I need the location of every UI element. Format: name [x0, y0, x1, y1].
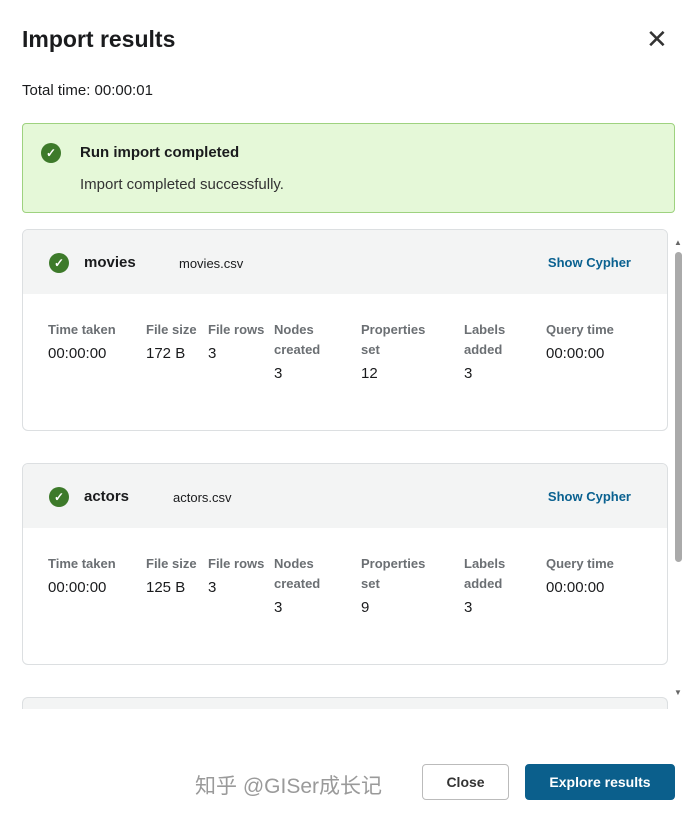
stat-nodes: Nodes created 3 — [274, 320, 344, 386]
check-circle-icon: ✓ — [49, 253, 69, 273]
scroll-up-icon[interactable]: ▲ — [674, 238, 682, 247]
stat-label: Time taken — [48, 556, 116, 571]
card-file: actors.csv — [173, 490, 232, 505]
stat-label: Query time — [546, 322, 614, 337]
total-time: Total time: 00:00:01 — [22, 82, 153, 99]
stat-value: 3 — [208, 345, 217, 362]
alert-heading: Run import completed — [80, 144, 240, 161]
stat-labels: Labels added 3 — [464, 320, 534, 386]
stat-label: File size — [146, 322, 197, 337]
check-circle-icon: ✓ — [49, 487, 69, 507]
stat-label: File rows — [208, 556, 265, 571]
stat-label: File size — [146, 556, 197, 571]
result-card — [22, 697, 668, 709]
stat-rows: File rows 3 — [208, 554, 278, 600]
stat-nodes: Nodes created 3 — [274, 554, 344, 620]
stat-value: 3 — [208, 579, 217, 596]
stat-label: Time taken — [48, 322, 116, 337]
card-file: movies.csv — [179, 256, 244, 271]
check-circle-icon: ✓ — [41, 143, 61, 163]
card-header: ✓ movies movies.csv Show Cypher — [23, 230, 667, 294]
stat-value: 00:00:00 — [48, 579, 107, 596]
card-header: ✓ actors actors.csv Show Cypher — [23, 464, 667, 528]
stat-props: Properties set 9 — [361, 554, 431, 620]
stat-size: File size 172 B — [146, 320, 216, 366]
stat-value: 3 — [274, 365, 283, 382]
stat-rows: File rows 3 — [208, 320, 278, 366]
results-list[interactable]: ✓ movies movies.csv Show Cypher Time tak… — [22, 229, 668, 709]
scrollbar-thumb[interactable] — [675, 252, 682, 562]
stat-time: Time taken 00:00:00 — [48, 554, 128, 600]
stat-size: File size 125 B — [146, 554, 216, 600]
stat-value: 3 — [464, 599, 473, 616]
alert-message: Import completed successfully. — [80, 176, 284, 193]
stat-label: Properties set — [361, 322, 426, 357]
stat-time: Time taken 00:00:00 — [48, 320, 128, 366]
scrollbar[interactable]: ▲ ▼ — [674, 238, 682, 698]
dialog-title: Import results — [22, 26, 176, 52]
stat-value: 125 B — [146, 579, 186, 596]
explore-results-button[interactable]: Explore results — [525, 764, 675, 800]
close-icon[interactable]: ✕ — [646, 24, 668, 54]
stat-label: File rows — [208, 322, 265, 337]
show-cypher-link[interactable]: Show Cypher — [547, 255, 631, 270]
stat-value: 00:00:00 — [546, 579, 605, 596]
close-button[interactable]: Close — [422, 764, 509, 800]
show-cypher-link[interactable]: Show Cypher — [547, 489, 631, 504]
stat-value: 00:00:00 — [48, 345, 107, 362]
result-card: ✓ actors actors.csv Show Cypher Time tak… — [22, 463, 668, 665]
scroll-down-icon[interactable]: ▼ — [674, 688, 682, 697]
card-name: actors — [84, 488, 130, 505]
card-name: movies — [84, 254, 136, 271]
stat-value: 9 — [361, 599, 370, 616]
stat-props: Properties set 12 — [361, 320, 431, 386]
stat-label: Labels added — [464, 556, 506, 591]
result-card: ✓ movies movies.csv Show Cypher Time tak… — [22, 229, 668, 431]
stat-label: Labels added — [464, 322, 506, 357]
stat-label: Nodes created — [274, 556, 321, 591]
success-alert: ✓ Run import completed Import completed … — [22, 123, 675, 213]
stat-value: 00:00:00 — [546, 345, 605, 362]
stat-label: Nodes created — [274, 322, 321, 357]
stat-value: 3 — [274, 599, 283, 616]
stat-query: Query time 00:00:00 — [546, 554, 626, 600]
stat-label: Query time — [546, 556, 614, 571]
stat-value: 172 B — [146, 345, 186, 362]
stat-value: 12 — [361, 365, 378, 382]
stat-query: Query time 00:00:00 — [546, 320, 626, 366]
watermark: 知乎 @GISer成长记 — [195, 775, 383, 798]
stat-value: 3 — [464, 365, 473, 382]
stat-label: Properties set — [361, 556, 426, 591]
stat-labels: Labels added 3 — [464, 554, 534, 620]
